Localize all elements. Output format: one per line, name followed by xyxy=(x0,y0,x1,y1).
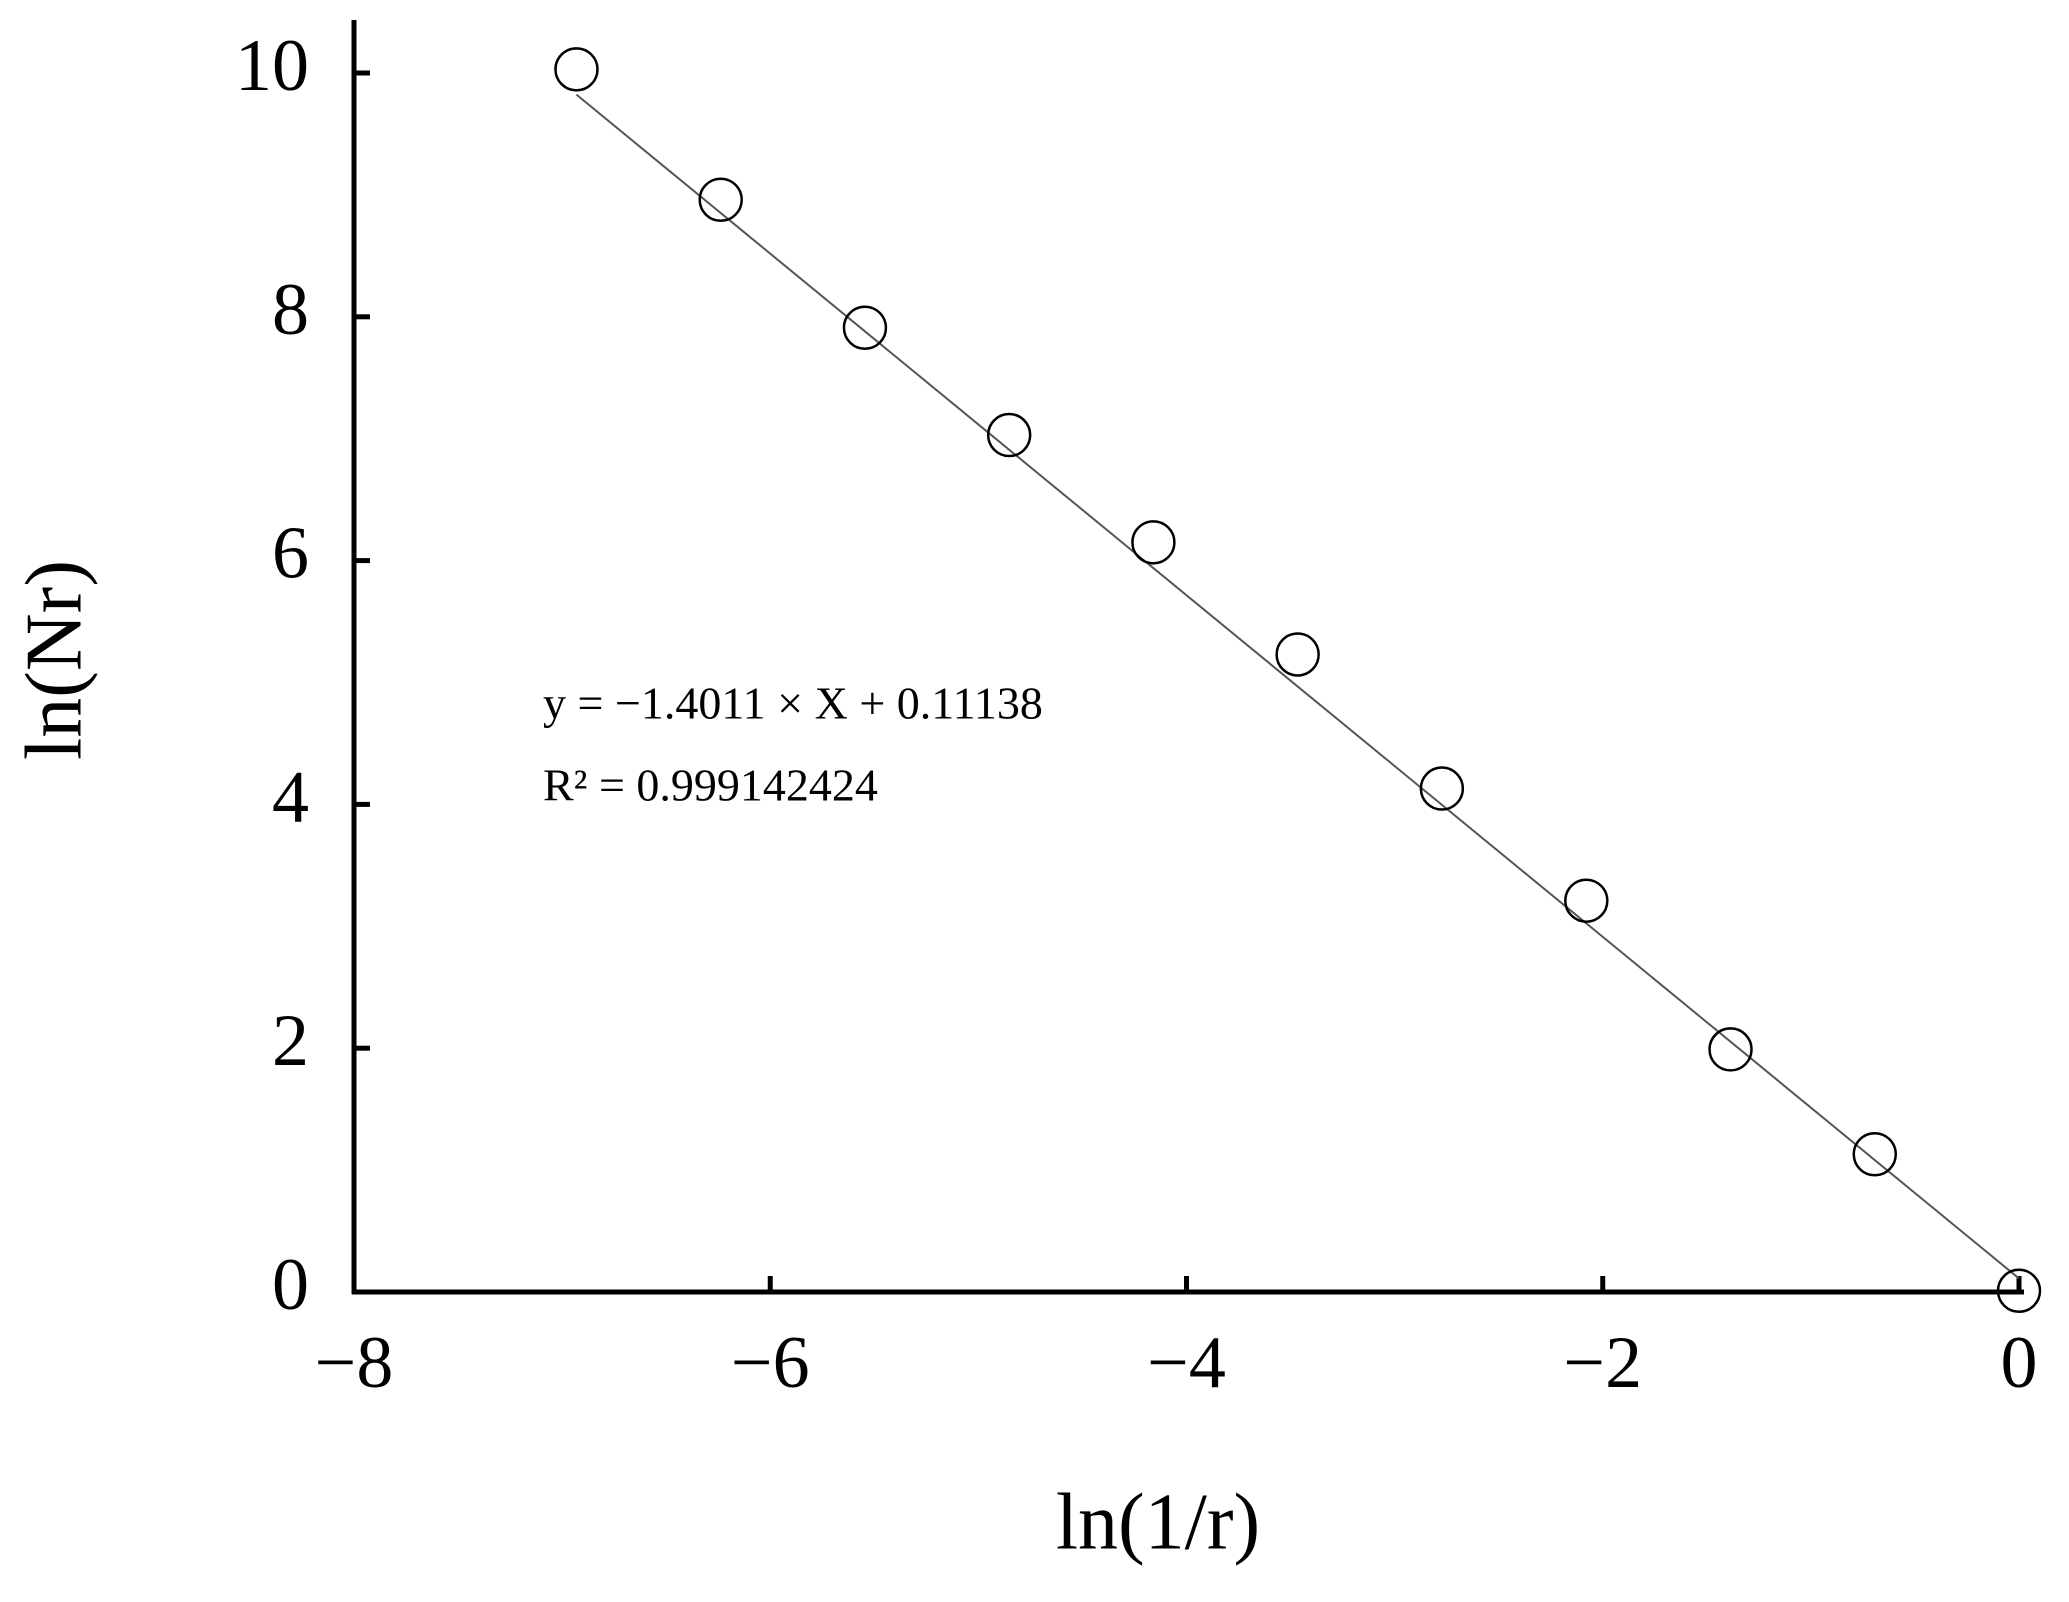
r-squared: R² = 0.999142424 xyxy=(543,760,878,811)
point xyxy=(1708,1027,1753,1072)
x-tick-label: −2 xyxy=(1563,1322,1642,1404)
point xyxy=(698,177,743,223)
x-tick-label: 0 xyxy=(2001,1322,2038,1404)
x-tick-label: −4 xyxy=(1147,1322,1226,1404)
fit-line xyxy=(575,93,2020,1280)
y-tick-label: 8 xyxy=(272,269,309,351)
x-axis-title: ln(1/r) xyxy=(1056,1478,1260,1566)
point xyxy=(1419,766,1465,811)
x-tick-label: −6 xyxy=(731,1322,810,1404)
point xyxy=(1852,1132,1898,1177)
y-axis-title: ln(Nr) xyxy=(10,560,98,760)
point xyxy=(554,47,599,92)
y-tick-label: 6 xyxy=(272,513,309,595)
point xyxy=(842,305,888,351)
y-tick-label: 10 xyxy=(235,25,309,107)
point xyxy=(1564,878,1609,923)
y-tick-label: 4 xyxy=(272,756,309,838)
point xyxy=(1275,632,1320,677)
equation: y = −1.4011 × X + 0.11138 xyxy=(543,678,1043,729)
y-tick-label: 2 xyxy=(272,1000,309,1082)
x-tick-label: −8 xyxy=(315,1322,394,1404)
point xyxy=(986,412,1032,458)
point xyxy=(1131,520,1176,565)
point xyxy=(1996,1268,2042,1314)
y-tick-label: 0 xyxy=(272,1244,309,1326)
